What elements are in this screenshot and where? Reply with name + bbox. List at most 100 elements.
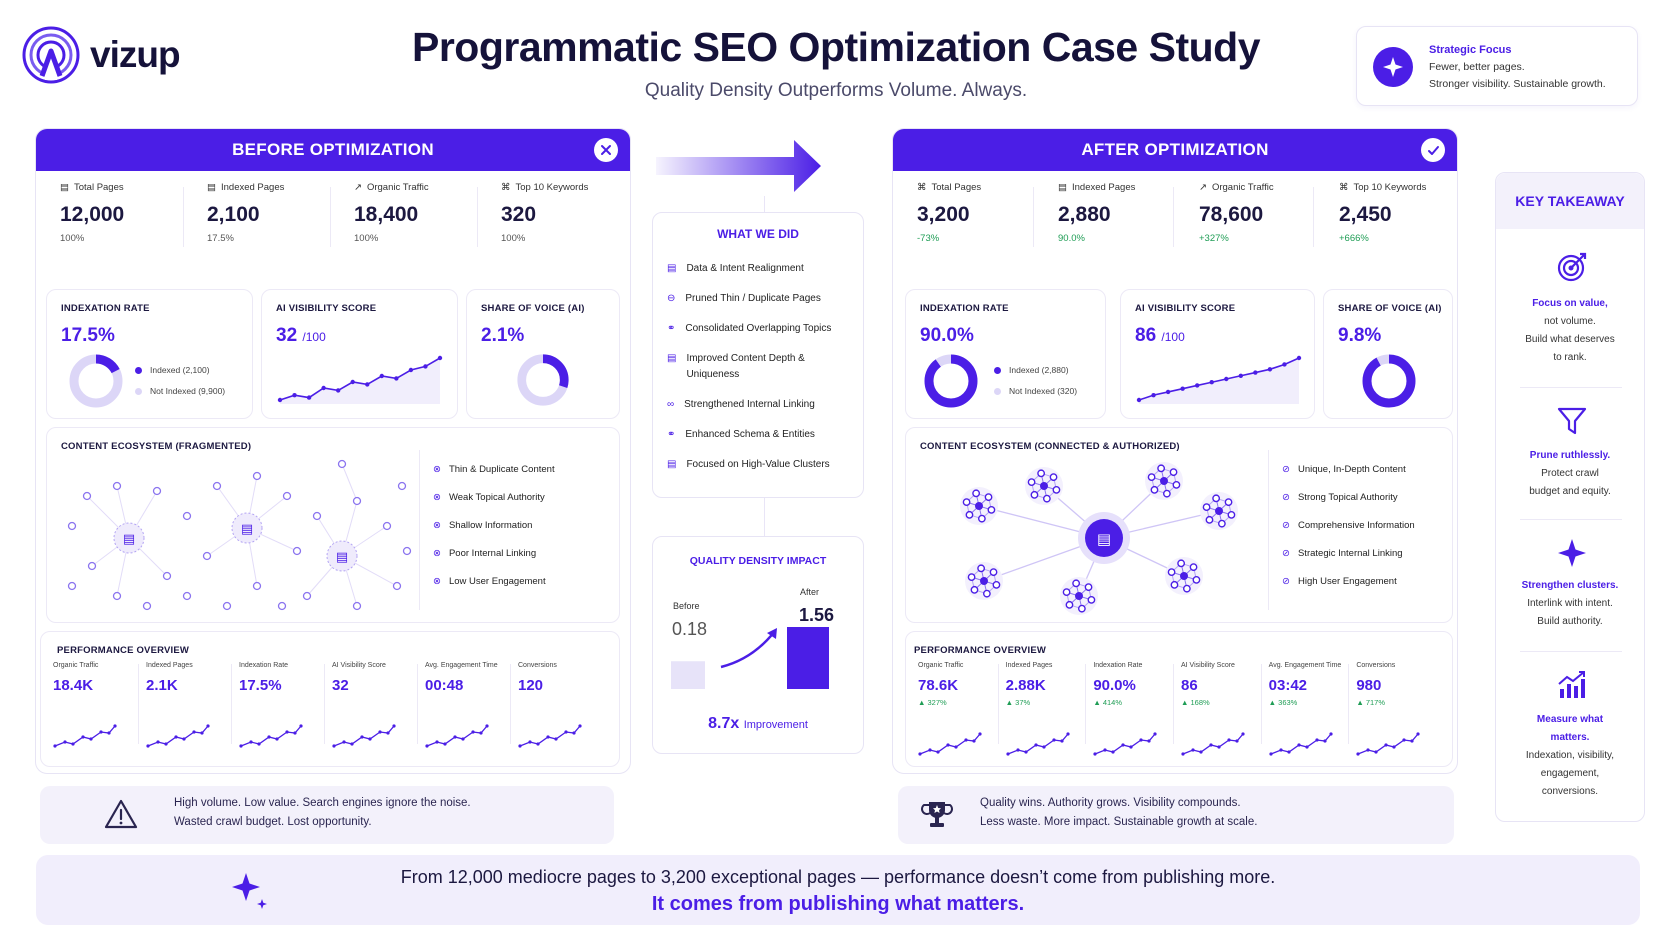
stat-top-keywords: ⌘ Top 10 Keywords 2,450 +666% [1339, 182, 1457, 244]
after-indexation-card: INDEXATION RATE 90.0% Indexed (2,880) No… [905, 289, 1106, 419]
trend-point [277, 397, 283, 403]
trend-icon: ↗ [354, 182, 362, 193]
benefit-item: ⊘ Comprehensive Information [1282, 520, 1415, 531]
indexation-value: 17.5% [61, 325, 115, 346]
perf-label: AI Visibility Score [1181, 662, 1235, 669]
page-subtitle: Quality Density Outperforms Volume. Alwa… [644, 80, 1028, 101]
before-performance-card: PERFORMANCE OVERVIEW Organic Traffic 18.4… [40, 631, 620, 767]
card-title: INDEXATION RATE [920, 303, 1009, 314]
check-circle-icon: ⊘ [1282, 492, 1290, 503]
perf-value: 980 [1356, 677, 1382, 694]
before-note-line-1: High volume. Low value. Search engines i… [174, 797, 471, 809]
network-icon: ⌘ [501, 182, 511, 193]
perf-metric: Avg. Engagement Time 00:48 [425, 662, 507, 694]
perf-value: 86 [1181, 677, 1198, 694]
perf-metric: Organic Traffic 78.6K ▲ 327% [918, 662, 1000, 707]
perf-value: 00:48 [425, 677, 464, 694]
perf-sparkline [1181, 732, 1245, 756]
perf-metric: Conversions 980 ▲ 717% [1356, 662, 1438, 707]
sov-value: 9.8% [1338, 325, 1382, 346]
ai-score: 32 /100 [276, 325, 326, 346]
stat-sub: 100% [501, 233, 526, 244]
perf-metric: Avg. Engagement Time 03:42 ▲ 363% [1269, 662, 1351, 707]
action-item: ▤ Focused on High-Value Clusters [667, 457, 857, 473]
perf-sparkline [918, 732, 982, 756]
after-performance-card: PERFORMANCE OVERVIEW Organic Traffic 78.6… [905, 631, 1453, 767]
trend-point [408, 367, 414, 373]
sparkle-icon [1558, 539, 1586, 567]
check-circle-icon: ⊘ [1282, 548, 1290, 559]
perf-change: ▲ 327% [918, 698, 947, 707]
stat-organic-traffic: ↗ Organic Traffic 78,600 +327% [1199, 182, 1339, 244]
focus-title: Strategic Focus [1429, 44, 1512, 56]
stat-sub: 100% [60, 233, 85, 244]
sparkle-icon [1373, 47, 1413, 87]
before-header-label: BEFORE OPTIMIZATION [232, 140, 434, 159]
trend-point [1267, 367, 1273, 372]
check-circle-icon: ⊘ [1282, 520, 1290, 531]
stat-value: 3,200 [917, 203, 970, 226]
sparkle-icon [232, 873, 267, 909]
trend-point [1224, 376, 1229, 382]
trend-point [379, 373, 385, 379]
trophy-icon [921, 802, 953, 827]
check-circle-icon: ⊘ [1282, 576, 1290, 587]
perf-label: Indexed Pages [146, 662, 193, 669]
before-note-line-2: Wasted crawl budget. Lost opportunity. [174, 816, 372, 828]
perf-metric: Indexation Rate 90.0% ▲ 414% [1093, 662, 1175, 707]
fragmented-network-diagram: ▤ ▤ ▤ [67, 459, 412, 611]
target-icon [1557, 252, 1587, 282]
quality-density-bars [671, 627, 829, 689]
quality-density-title: QUALITY DENSITY IMPACT [689, 555, 827, 567]
takeaway-item: Measure what matters. Indexation, visibili… [1525, 714, 1615, 797]
trend-point [1194, 383, 1200, 388]
perf-change: ▲ 717% [1356, 698, 1386, 707]
stat-label: Top 10 Keywords [515, 182, 589, 193]
document-icon: ▤ [207, 182, 216, 193]
document-icon: ▤ [667, 459, 677, 470]
before-panel: BEFORE OPTIMIZATION ▤ Total Pages 12,000 … [35, 128, 631, 774]
stat-value: 320 [501, 203, 537, 226]
trend-point [335, 388, 341, 393]
before-bar [671, 661, 705, 689]
page-title: Programmatic SEO Optimization Case Study [411, 24, 1261, 70]
key-takeaway-title: KEY TAKEAWAY [1496, 173, 1644, 229]
perf-value: 2.88K [1005, 677, 1046, 694]
perf-value: 2.1K [146, 677, 178, 694]
link-icon: ∞ [667, 399, 675, 410]
trend-point [1296, 355, 1302, 361]
stat-label: Organic Traffic [366, 182, 429, 193]
trend-point [350, 379, 355, 385]
donut-arc [69, 354, 123, 408]
svg-text:▤: ▤ [336, 549, 348, 564]
x-circle-icon: ⊗ [433, 492, 441, 503]
stat-value: 2,450 [1339, 203, 1392, 226]
network-icon: ⌘ [917, 182, 927, 193]
close-icon [594, 138, 618, 162]
after-value: 1.56 [799, 605, 835, 625]
perf-sparkline [332, 724, 396, 748]
perf-sparkline [518, 724, 582, 748]
connected-cluster-diagram: ▤ [960, 462, 1238, 615]
database-icon: ▤ [1058, 182, 1067, 193]
before-ecosystem-card: CONTENT ECOSYSTEM (FRAGMENTED) [46, 427, 620, 623]
document-icon: ▤ [60, 182, 69, 193]
trend-point [1282, 362, 1287, 367]
strategic-focus-card: Strategic Focus Fewer, better pages. Str… [1356, 26, 1638, 106]
takeaway-item: Focus on value, not volume. Build what des… [1525, 298, 1615, 363]
perf-label: AI Visibility Score [332, 662, 386, 669]
growth-arrow-icon [720, 630, 776, 669]
stat-label: Organic Traffic [1211, 182, 1274, 193]
card-title: CONTENT ECOSYSTEM (CONNECTED & AUTHORIZE… [920, 441, 1180, 452]
before-value: 0.18 [672, 619, 708, 639]
perf-value: 03:42 [1268, 677, 1308, 694]
sov-donut [1362, 354, 1416, 408]
perf-metric: AI Visibility Score 32 [332, 662, 414, 694]
warning-icon [104, 799, 138, 829]
stat-sub: 90.0% [1058, 233, 1085, 244]
footer-line-2: It comes from publishing what matters. [651, 893, 1025, 915]
what-we-did-title: WHAT WE DID [717, 227, 799, 241]
stat-organic-traffic: ↗ Organic Traffic 18,400 100% [354, 182, 494, 244]
issue-item: ⊗ Shallow Information [433, 520, 533, 531]
perf-change: ▲ 414% [1093, 698, 1123, 707]
